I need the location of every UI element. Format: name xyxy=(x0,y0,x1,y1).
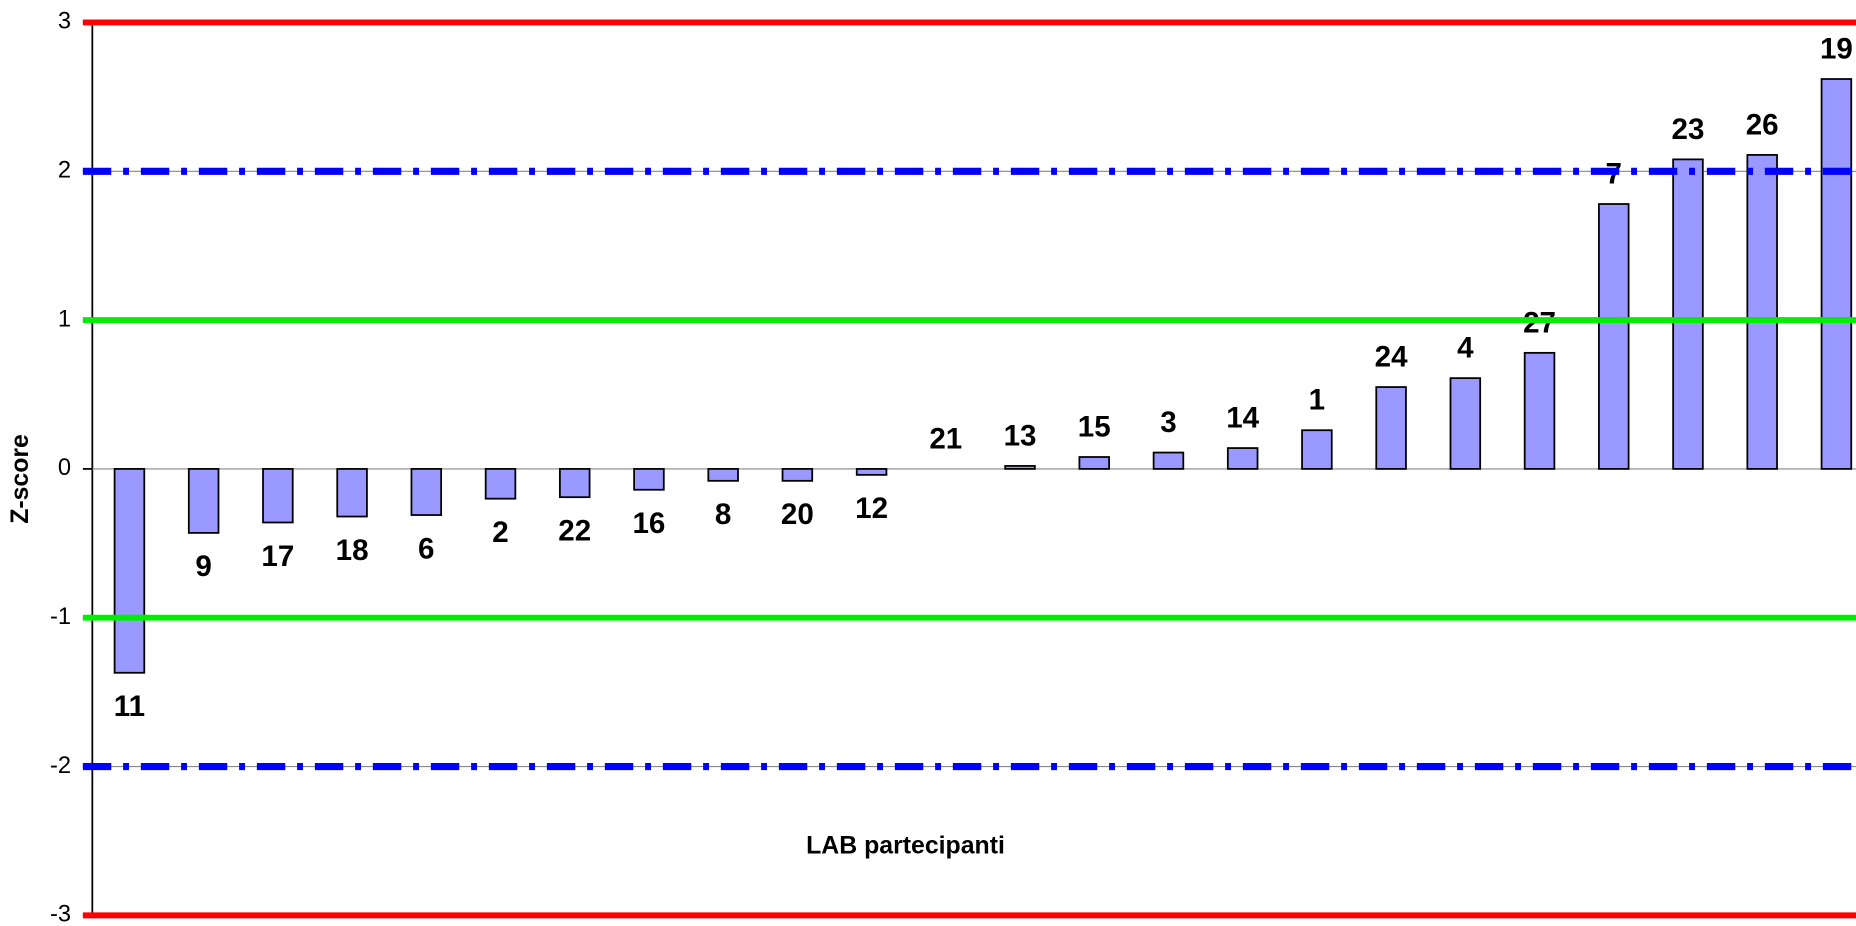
bar xyxy=(781,468,814,482)
y-tick-label: 0 xyxy=(58,455,71,481)
data-label: 9 xyxy=(195,550,211,583)
bar xyxy=(484,468,517,500)
bar xyxy=(1523,351,1556,470)
bar xyxy=(262,468,294,524)
data-label: 2 xyxy=(492,516,508,549)
bar xyxy=(633,468,665,491)
y-tick-label: -2 xyxy=(50,753,71,779)
bar xyxy=(1746,154,1778,470)
data-label: 26 xyxy=(1746,108,1779,141)
data-label: 1 xyxy=(1309,384,1325,417)
bar xyxy=(1598,203,1630,470)
bar xyxy=(1301,429,1333,470)
data-label: 23 xyxy=(1672,113,1705,146)
bar xyxy=(1004,465,1036,470)
data-label: 22 xyxy=(558,514,591,547)
data-label: 18 xyxy=(336,534,369,567)
data-label: 8 xyxy=(715,498,731,531)
data-label: 14 xyxy=(1226,402,1259,435)
y-tick-label: -1 xyxy=(50,604,71,630)
bar xyxy=(113,468,146,674)
x-axis-title: LAB partecipanti xyxy=(806,832,1005,859)
data-label: 13 xyxy=(1004,419,1037,452)
data-label: 20 xyxy=(781,498,814,531)
y-tick-label: 3 xyxy=(58,9,71,35)
bar xyxy=(1226,447,1259,470)
bar xyxy=(707,468,739,482)
data-label: 17 xyxy=(261,540,294,573)
y-tick-label: 1 xyxy=(58,306,71,332)
bar xyxy=(1449,377,1482,470)
data-label: 3 xyxy=(1160,406,1176,439)
data-label: 21 xyxy=(929,422,962,455)
bar xyxy=(1152,451,1185,470)
data-label: 15 xyxy=(1078,410,1111,443)
data-label: 19 xyxy=(1820,32,1853,65)
data-label: 24 xyxy=(1375,341,1408,374)
data-label: 4 xyxy=(1457,332,1474,365)
data-label: 11 xyxy=(114,690,145,723)
bar xyxy=(336,468,368,518)
bar xyxy=(559,468,591,499)
bar xyxy=(855,468,888,476)
bar xyxy=(1375,386,1407,470)
bar xyxy=(1078,456,1110,470)
data-label: 12 xyxy=(855,492,888,525)
data-label: 6 xyxy=(418,532,434,565)
bar xyxy=(410,468,443,516)
y-tick-label: -3 xyxy=(50,902,71,926)
data-label: 16 xyxy=(632,507,665,540)
y-axis-title: Z-score xyxy=(7,434,34,524)
y-tick-label: 2 xyxy=(58,158,71,184)
bar xyxy=(1672,158,1704,470)
bar xyxy=(1820,78,1853,470)
bar xyxy=(187,468,220,534)
